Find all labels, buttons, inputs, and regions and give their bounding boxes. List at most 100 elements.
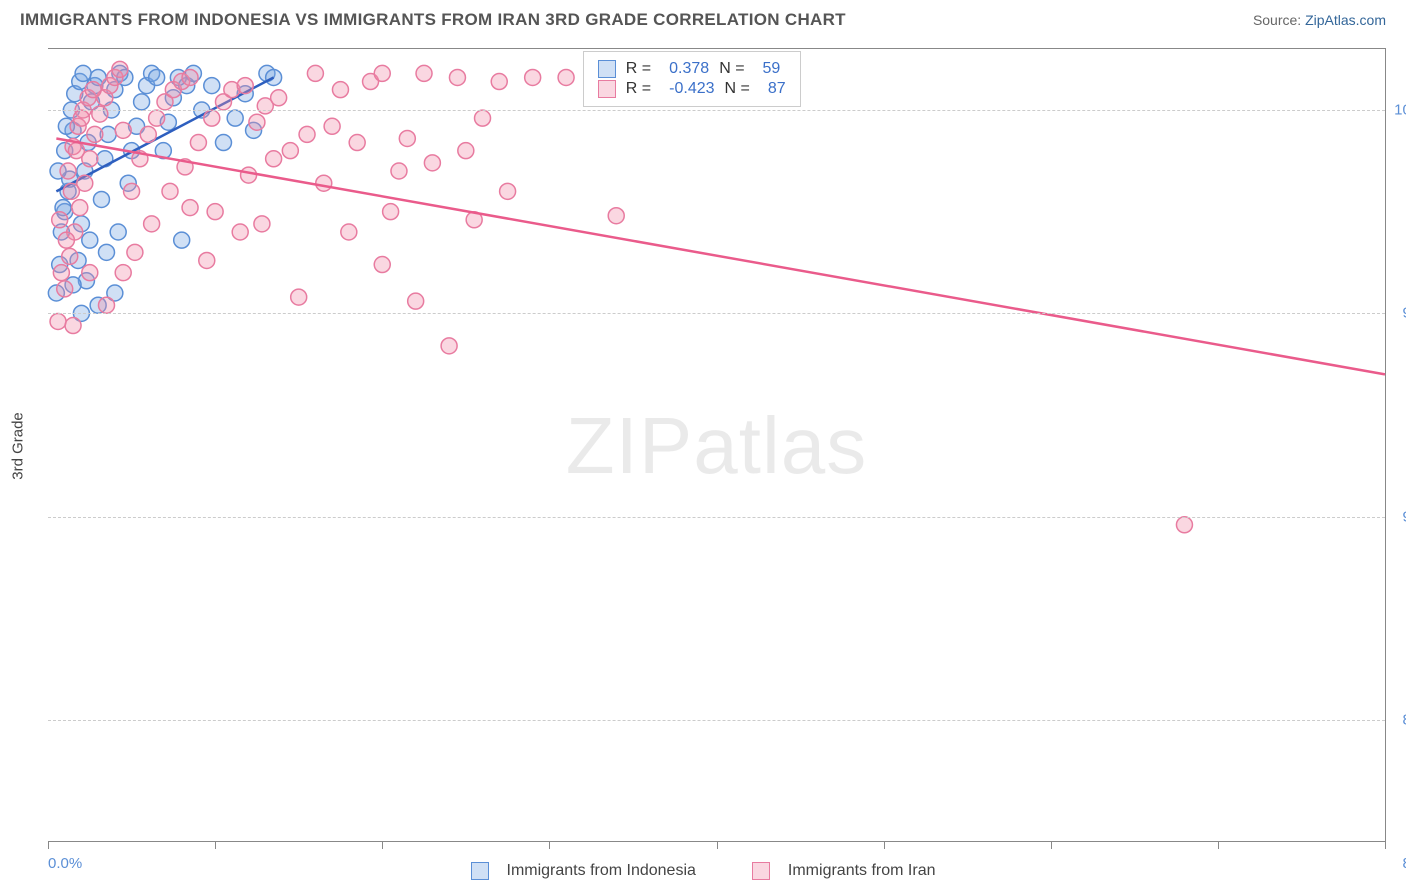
scatter-point — [204, 110, 220, 126]
scatter-point — [115, 122, 131, 138]
scatter-point — [182, 200, 198, 216]
scatter-point — [162, 183, 178, 199]
scatter-point — [332, 82, 348, 98]
scatter-point — [500, 183, 516, 199]
scatter-point — [491, 74, 507, 90]
scatter-point — [299, 126, 315, 142]
scatter-point — [110, 224, 126, 240]
scatter-point — [62, 248, 78, 264]
scatter-point — [140, 126, 156, 142]
scatter-point — [87, 126, 103, 142]
chart-plot-area: ZIPatlas R = 0.378 N = 59 R = -0.423 N =… — [48, 48, 1386, 842]
scatter-point — [92, 106, 108, 122]
scatter-point — [383, 204, 399, 220]
scatter-point — [215, 135, 231, 151]
scatter-point — [204, 78, 220, 94]
scatter-point — [73, 110, 89, 126]
scatter-point — [449, 69, 465, 85]
scatter-point — [82, 265, 98, 281]
scatter-point — [98, 297, 114, 313]
source-attribution: Source: ZipAtlas.com — [1253, 12, 1386, 28]
scatter-point — [307, 65, 323, 81]
scatter-point — [282, 143, 298, 159]
legend-row-series-0: R = 0.378 N = 59 — [598, 60, 786, 78]
scatter-plot-svg — [48, 49, 1385, 842]
scatter-point — [207, 204, 223, 220]
scatter-point — [82, 232, 98, 248]
scatter-point — [127, 244, 143, 260]
scatter-point — [399, 130, 415, 146]
scatter-point — [391, 163, 407, 179]
legend-n-prefix: N = — [719, 60, 744, 78]
scatter-point — [72, 200, 88, 216]
scatter-point — [254, 216, 270, 232]
scatter-point — [190, 135, 206, 151]
scatter-point — [408, 293, 424, 309]
chart-title: IMMIGRANTS FROM INDONESIA VS IMMIGRANTS … — [20, 10, 846, 30]
source-link[interactable]: ZipAtlas.com — [1305, 12, 1386, 28]
y-tick-label: 85.0% — [1390, 712, 1406, 729]
legend-n-value-1: 87 — [768, 80, 786, 98]
scatter-point — [475, 110, 491, 126]
legend-swatch-iran — [752, 862, 770, 880]
scatter-point — [50, 313, 66, 329]
legend-row-series-1: R = -0.423 N = 87 — [598, 80, 786, 98]
scatter-point — [525, 69, 541, 85]
scatter-point — [124, 183, 140, 199]
scatter-point — [63, 183, 79, 199]
scatter-point — [416, 65, 432, 81]
scatter-point — [60, 163, 76, 179]
scatter-point — [98, 244, 114, 260]
scatter-point — [57, 281, 73, 297]
scatter-point — [174, 232, 190, 248]
scatter-point — [374, 257, 390, 273]
legend-r-prefix: R = — [626, 60, 651, 78]
scatter-point — [182, 69, 198, 85]
scatter-point — [134, 94, 150, 110]
scatter-point — [316, 175, 332, 191]
scatter-point — [241, 167, 257, 183]
scatter-point — [149, 69, 165, 85]
scatter-point — [115, 265, 131, 281]
scatter-point — [75, 65, 91, 81]
scatter-point — [558, 69, 574, 85]
scatter-point — [341, 224, 357, 240]
y-axis-title: 3rd Grade — [10, 412, 27, 480]
trend-line — [56, 138, 1385, 374]
scatter-point — [227, 110, 243, 126]
scatter-point — [458, 143, 474, 159]
legend-label-iran: Immigrants from Iran — [788, 862, 936, 880]
scatter-point — [374, 65, 390, 81]
correlation-legend: R = 0.378 N = 59 R = -0.423 N = 87 — [583, 51, 801, 107]
legend-r-value-0: 0.378 — [669, 60, 709, 78]
y-tick-label: 95.0% — [1390, 305, 1406, 322]
scatter-point — [93, 191, 109, 207]
scatter-point — [58, 232, 74, 248]
scatter-point — [232, 224, 248, 240]
scatter-point — [199, 252, 215, 268]
legend-swatch-0 — [598, 60, 616, 78]
scatter-point — [68, 143, 84, 159]
scatter-point — [441, 338, 457, 354]
scatter-point — [85, 82, 101, 98]
legend-swatch-1 — [598, 80, 616, 98]
scatter-point — [1176, 517, 1192, 533]
scatter-point — [271, 90, 287, 106]
legend-n-prefix: N = — [725, 80, 750, 98]
source-label: Source: — [1253, 12, 1305, 28]
legend-label-indonesia: Immigrants from Indonesia — [507, 862, 696, 880]
scatter-point — [52, 212, 68, 228]
scatter-point — [608, 208, 624, 224]
y-tick-label: 100.0% — [1390, 102, 1406, 119]
scatter-point — [291, 289, 307, 305]
legend-r-prefix: R = — [626, 80, 651, 98]
legend-n-value-0: 59 — [763, 60, 781, 78]
scatter-point — [237, 78, 253, 94]
scatter-point — [349, 135, 365, 151]
scatter-point — [112, 61, 128, 77]
x-axis — [48, 841, 1385, 842]
scatter-point — [53, 265, 69, 281]
scatter-point — [149, 110, 165, 126]
legend-swatch-indonesia — [471, 862, 489, 880]
series-legend: Immigrants from Indonesia Immigrants fro… — [0, 862, 1406, 880]
